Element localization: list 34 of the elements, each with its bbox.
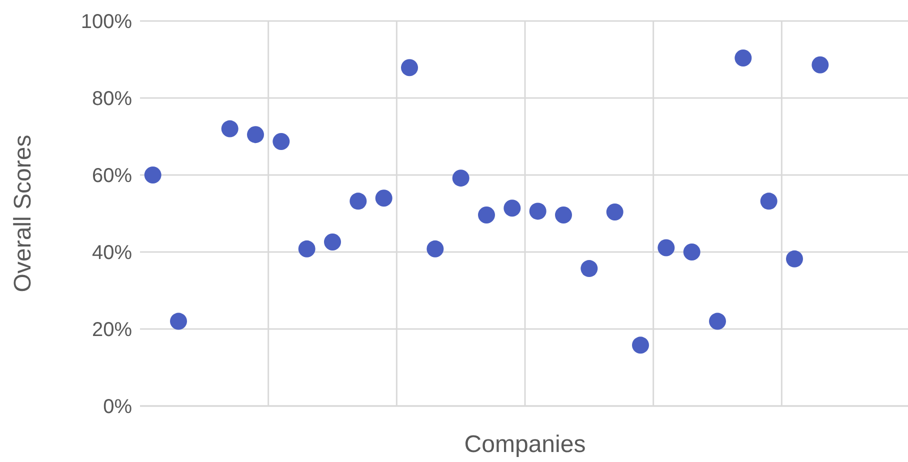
x-axis-title: Companies (464, 431, 586, 458)
point (401, 59, 418, 76)
point (324, 233, 341, 250)
point (786, 250, 803, 268)
y-tick-label: 60% (92, 165, 132, 188)
point (247, 126, 264, 144)
point (375, 190, 392, 207)
point (658, 239, 675, 256)
point (632, 336, 649, 354)
point (760, 192, 778, 210)
point (478, 206, 495, 224)
y-tick-label: 100% (80, 11, 132, 34)
point (812, 56, 829, 74)
point (734, 49, 752, 66)
y-tick-label: 0% (103, 396, 132, 418)
point (426, 240, 444, 258)
point (606, 203, 624, 220)
point (555, 206, 572, 224)
point (529, 202, 546, 220)
y-tick-label: 20% (92, 319, 132, 342)
y-tick-label: 80% (92, 88, 132, 110)
y-tick-label: 40% (92, 242, 132, 264)
point (709, 312, 726, 330)
point (452, 170, 470, 187)
point (683, 244, 700, 260)
point (144, 166, 162, 184)
point (221, 120, 238, 138)
point (272, 133, 290, 150)
point (298, 240, 316, 258)
point (350, 192, 367, 210)
point (504, 200, 521, 217)
point (580, 260, 598, 278)
y-axis-title: Overall Scores (10, 134, 37, 292)
point (170, 312, 187, 330)
